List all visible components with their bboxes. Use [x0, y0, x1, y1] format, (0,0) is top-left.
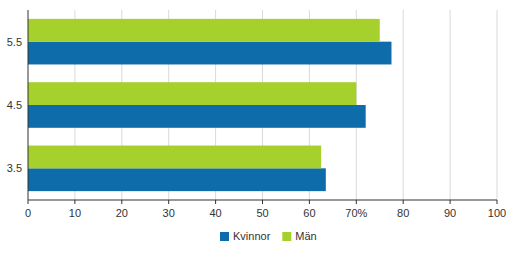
legend-swatch — [282, 232, 291, 241]
x-axis — [28, 200, 497, 201]
x-tick-label: 10 — [69, 207, 81, 219]
tick-mark — [28, 200, 29, 204]
legend-swatch — [220, 232, 229, 241]
grid-line — [450, 10, 451, 200]
x-tick-label: 20 — [116, 207, 128, 219]
tick-mark — [450, 200, 451, 204]
tick-mark — [356, 200, 357, 204]
grid-line — [403, 10, 404, 200]
y-tick-label: 5.5 — [7, 36, 22, 48]
legend-label: Kvinnor — [233, 230, 271, 242]
x-tick-label: 60 — [303, 207, 315, 219]
bar — [28, 19, 380, 42]
tick-mark — [168, 200, 169, 204]
legend-label: Män — [295, 230, 316, 242]
chart-svg: 0 10 20 30 40 50 60 70% 80 90 100 3.5 4.5 5.5 Kvinnor M… — [0, 0, 510, 253]
tick-mark — [262, 200, 263, 204]
bar — [28, 168, 326, 191]
chart-root: 0 10 20 30 40 50 60 70% 80 90 100 3.5 4.5 5.5 Kvinnor M… — [0, 0, 510, 253]
y-tick-label: 3.5 — [7, 162, 22, 174]
bar — [28, 82, 356, 105]
x-tick-label: 30 — [163, 207, 175, 219]
bar — [28, 42, 391, 65]
bars — [28, 19, 391, 191]
tick-mark — [309, 200, 310, 204]
x-tick-label: 50 — [256, 207, 268, 219]
y-tick-label: 4.5 — [7, 99, 22, 111]
x-tick-label: 70% — [345, 207, 367, 219]
tick-mark — [121, 200, 122, 204]
x-tick-label: 100 — [488, 207, 506, 219]
x-tick-label: 80 — [397, 207, 409, 219]
x-tick-label: 40 — [209, 207, 221, 219]
x-tick-label: 0 — [25, 207, 31, 219]
y-axis — [28, 10, 29, 200]
grid-line — [497, 10, 498, 200]
bar — [28, 105, 366, 128]
tick-mark — [403, 200, 404, 204]
tick-mark — [74, 200, 75, 204]
bar — [28, 146, 321, 169]
tick-mark — [215, 200, 216, 204]
x-tick-label: 90 — [444, 207, 456, 219]
tick-mark — [497, 200, 498, 204]
